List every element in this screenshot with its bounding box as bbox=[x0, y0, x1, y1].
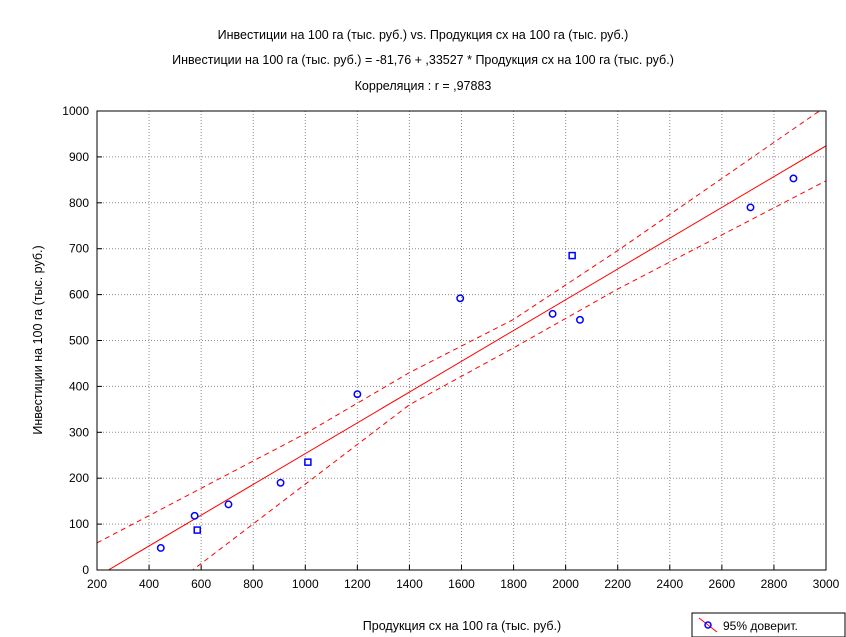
x-tick-label: 3000 bbox=[813, 577, 840, 591]
x-tick-label: 600 bbox=[191, 577, 211, 591]
data-point bbox=[789, 174, 798, 183]
x-tick-label: 2400 bbox=[656, 577, 683, 591]
legend-marker-icon bbox=[704, 621, 712, 629]
x-tick-label: 2600 bbox=[709, 577, 736, 591]
y-tick-label: 500 bbox=[69, 334, 89, 348]
y-tick-label: 900 bbox=[69, 150, 89, 164]
grid-lines bbox=[97, 111, 826, 570]
data-point bbox=[353, 390, 362, 399]
data-point bbox=[190, 511, 199, 520]
data-point bbox=[276, 478, 285, 487]
x-tick-label: 2200 bbox=[604, 577, 631, 591]
y-tick-label: 600 bbox=[69, 288, 89, 302]
x-tick-label: 2000 bbox=[552, 577, 579, 591]
x-tick-label: 200 bbox=[87, 577, 107, 591]
regression-line-group bbox=[107, 145, 826, 570]
chart-title: Инвестиции на 100 га (тыс. руб.) vs. Про… bbox=[218, 28, 629, 42]
x-tick-label: 2800 bbox=[761, 577, 788, 591]
data-point bbox=[576, 315, 584, 324]
data-point bbox=[568, 251, 576, 260]
x-tick-label: 1400 bbox=[396, 577, 423, 591]
x-axis-ticks: 200 400 600 800 1000 1200 1400 1600 1800 2000 2200… bbox=[87, 565, 840, 591]
data-point bbox=[193, 526, 201, 534]
y-tick-label: 700 bbox=[69, 242, 89, 256]
correlation-label: Корреляция : r = ,97883 bbox=[355, 79, 492, 93]
y-axis-ticks: 0 100 200 300 400 500 600 700 800 900 1000 bbox=[62, 104, 102, 577]
data-point bbox=[156, 544, 165, 552]
legend-box bbox=[691, 612, 846, 637]
confidence-band bbox=[97, 111, 826, 570]
x-tick-label: 1600 bbox=[448, 577, 475, 591]
x-tick-label: 1800 bbox=[500, 577, 527, 591]
regression-line bbox=[107, 145, 826, 570]
data-point bbox=[456, 294, 465, 303]
confidence-band-lower bbox=[191, 180, 826, 570]
x-tick-label: 1000 bbox=[292, 577, 319, 591]
y-tick-label: 400 bbox=[69, 379, 89, 393]
x-tick-label: 800 bbox=[243, 577, 263, 591]
y-tick-label: 200 bbox=[69, 471, 89, 485]
x-tick-label: 1200 bbox=[344, 577, 371, 591]
y-axis-label: Инвестиции на 100 га (тыс. руб.) bbox=[31, 245, 45, 434]
data-point bbox=[746, 203, 755, 212]
confidence-band-upper bbox=[97, 111, 821, 544]
data-point bbox=[548, 309, 557, 318]
data-points bbox=[156, 174, 798, 552]
legend-line-icon bbox=[698, 617, 718, 633]
data-point bbox=[224, 500, 233, 509]
y-tick-label: 300 bbox=[69, 425, 89, 439]
x-axis-label: Продукция сх на 100 га (тыс. руб.) bbox=[363, 619, 561, 633]
y-tick-label: 100 bbox=[69, 517, 89, 531]
data-point bbox=[304, 458, 312, 466]
y-tick-label: 0 bbox=[82, 563, 89, 577]
x-tick-label: 400 bbox=[139, 577, 159, 591]
chart-subtitle: Инвестиции на 100 га (тыс. руб.) = -81,7… bbox=[172, 53, 674, 67]
legend: 95% доверит. bbox=[691, 612, 846, 637]
y-tick-label: 800 bbox=[69, 196, 89, 210]
legend-label: 95% доверит. bbox=[723, 619, 798, 633]
y-tick-label: 1000 bbox=[62, 104, 89, 118]
